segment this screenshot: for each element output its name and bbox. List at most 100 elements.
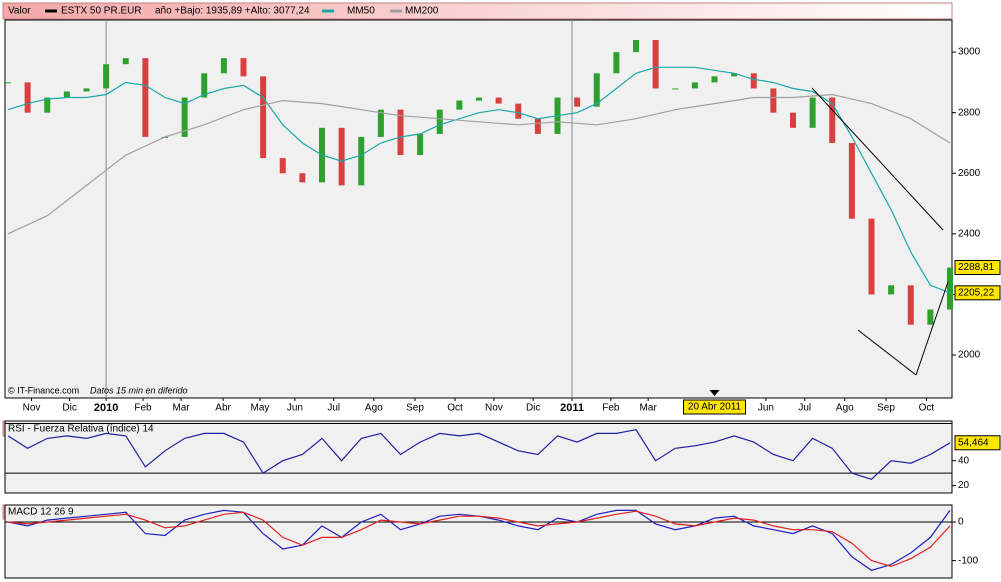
- price-bar: [181, 97, 188, 137]
- price-bar: [731, 73, 738, 77]
- y-tick-label: 3000: [958, 47, 981, 58]
- price-bar: [574, 97, 581, 107]
- x-tick-label: Ago: [836, 403, 854, 414]
- price-bar: [279, 158, 286, 174]
- price-bar: [711, 76, 718, 83]
- x-tick-label: Mar: [172, 403, 190, 414]
- price-bar: [593, 73, 600, 107]
- x-tick-label: Sep: [406, 403, 424, 414]
- price-bar: [750, 73, 757, 89]
- price-tag-label: 2205,22: [958, 287, 995, 298]
- y-tick-label: 2000: [958, 350, 981, 361]
- price-bar: [377, 109, 384, 137]
- y-tick-label: 0: [958, 517, 964, 528]
- cursor-marker: [709, 390, 720, 396]
- price-tag: [954, 435, 1001, 451]
- rsi-title: RSI - Fuerza Relativa (índice) 14: [8, 424, 154, 435]
- series-line: [7, 66, 951, 294]
- plot-area: [4, 19, 953, 399]
- x-tick-label: Abr: [215, 403, 231, 414]
- price-bar: [142, 58, 149, 137]
- x-tick-label: Oct: [919, 403, 935, 414]
- y-tick-label: 20: [958, 480, 970, 491]
- x-tick-label: 2010: [94, 402, 118, 414]
- x-tick-label: 2011: [560, 402, 584, 414]
- price-bar: [790, 112, 796, 128]
- price-bar: [848, 142, 855, 219]
- x-tick-label: Nov: [23, 403, 41, 414]
- x-tick-label: Feb: [134, 403, 152, 414]
- price-bar: [770, 88, 777, 113]
- x-tick-label: May: [251, 403, 270, 414]
- price-bar: [868, 218, 875, 295]
- plot-layer: 200022002400260028003000NovDic2010FebMar…: [4, 19, 1001, 579]
- price-bar: [201, 73, 208, 98]
- series-line: [7, 429, 951, 480]
- price-bar: [476, 97, 482, 101]
- delay-note: Datos 15 min en diferido: [90, 385, 188, 395]
- price-bar: [240, 58, 247, 77]
- x-tick-label: Ago: [365, 403, 383, 414]
- price-bar: [220, 58, 227, 74]
- legend-label: ESTX 50 PR.EUR: [61, 6, 142, 17]
- price-bar: [358, 136, 365, 186]
- legend-label: MM200: [405, 6, 439, 17]
- x-tick-label: Dic: [526, 403, 540, 414]
- cursor-box: [683, 399, 746, 415]
- price-bar: [338, 127, 345, 186]
- x-tick-label: Oct: [447, 403, 463, 414]
- price-bar: [397, 109, 404, 156]
- price-bar: [436, 109, 443, 134]
- price-tag-label: 54,464: [958, 437, 989, 448]
- price-tag: [954, 285, 1001, 301]
- x-tick-label: Mar: [640, 403, 658, 414]
- price-bar: [5, 82, 11, 84]
- price-bar: [44, 97, 51, 113]
- price-bar: [809, 97, 816, 128]
- price-bar: [947, 267, 953, 310]
- header-stats: año +Bajo: 1935,89 +Alto: 3077,24: [155, 6, 310, 17]
- price-bar: [495, 97, 502, 104]
- price-bar: [534, 118, 541, 134]
- price-bar: [515, 103, 522, 119]
- x-tick-label: Sep: [877, 403, 895, 414]
- price-bar: [829, 97, 836, 143]
- price-tag-label: 2288,81: [958, 262, 995, 273]
- cursor-label: 20 Abr 2011: [688, 402, 742, 413]
- price-bar: [456, 100, 463, 110]
- x-tick-label: Feb: [602, 403, 620, 414]
- price-bar: [83, 88, 90, 92]
- y-tick-label: 40: [958, 455, 970, 466]
- price-tag: [954, 260, 1001, 276]
- price-bar: [63, 91, 70, 98]
- price-bar: [613, 52, 620, 74]
- price-bar: [691, 82, 698, 89]
- price-bar: [888, 285, 895, 295]
- header-bar: [2, 2, 953, 20]
- macd-title: MACD 12 26 9: [8, 507, 74, 518]
- x-tick-label: Nov: [485, 403, 503, 414]
- y-tick-label: -100: [958, 555, 978, 566]
- y-tick-label: 2800: [958, 107, 981, 118]
- credit: © IT-Finance.com: [8, 385, 79, 395]
- series-line: [7, 93, 951, 235]
- price-bar: [299, 173, 306, 183]
- y-tick-label: 2600: [958, 168, 981, 179]
- price-bar: [417, 133, 424, 156]
- price-bar: [103, 64, 110, 89]
- price-bar: [907, 285, 914, 325]
- header-label: Valor: [8, 6, 31, 17]
- trend-line: [857, 329, 917, 376]
- x-tick-label: Jul: [327, 403, 340, 414]
- plot-area: [4, 504, 953, 579]
- x-tick-label: Dic: [62, 403, 76, 414]
- legend-label: MM50: [347, 6, 375, 17]
- y-tick-label: 2400: [958, 228, 981, 239]
- price-bar: [24, 82, 31, 113]
- price-bar: [672, 88, 679, 90]
- trend-line: [915, 281, 949, 376]
- x-tick-label: Jul: [798, 403, 811, 414]
- x-tick-label: Jun: [287, 403, 303, 414]
